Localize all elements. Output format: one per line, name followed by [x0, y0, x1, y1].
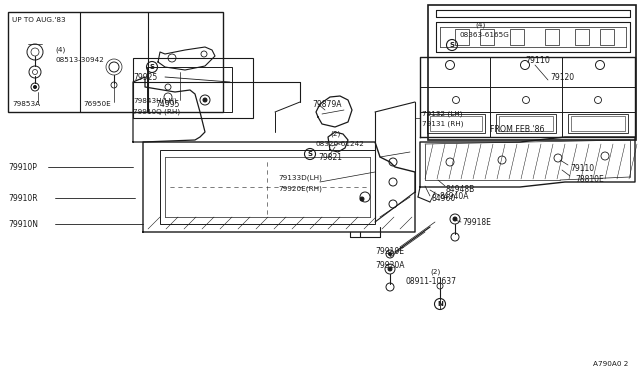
Circle shape [203, 98, 207, 102]
Text: 84948B: 84948B [445, 185, 474, 193]
Text: UP TO AUG.'83: UP TO AUG.'83 [12, 17, 66, 23]
Bar [427, 114, 485, 133]
Text: 79920A: 79920A [375, 260, 404, 269]
Text: 79910R: 79910R [8, 193, 38, 202]
Text: 79910P: 79910P [8, 163, 37, 171]
Text: A790A0 2: A790A0 2 [593, 361, 628, 367]
Text: 76950E: 76950E [83, 101, 111, 107]
Text: 74995: 74995 [155, 99, 179, 109]
Bar [568, 114, 628, 133]
Text: 79910N: 79910N [8, 219, 38, 228]
Text: 79132 (LH): 79132 (LH) [422, 111, 463, 117]
Text: 79120: 79120 [550, 73, 574, 81]
Circle shape [388, 267, 392, 271]
Text: 08513-30942: 08513-30942 [55, 57, 104, 63]
Circle shape [388, 253, 392, 256]
Text: 78810E: 78810E [575, 174, 604, 183]
Text: (4): (4) [55, 47, 65, 53]
Text: 79110: 79110 [525, 55, 550, 64]
Text: 79843H(LH): 79843H(LH) [133, 98, 177, 104]
Text: 79920E(RH): 79920E(RH) [278, 186, 322, 192]
Bar [600, 29, 614, 45]
Bar [499, 116, 553, 131]
Text: 79918E: 79918E [462, 218, 491, 227]
Text: 08363-6165G: 08363-6165G [460, 32, 510, 38]
Circle shape [360, 197, 364, 201]
Text: 79131 (RH): 79131 (RH) [422, 121, 463, 127]
Text: FROM FEB.'86: FROM FEB.'86 [490, 125, 545, 134]
Text: 79925: 79925 [133, 73, 157, 81]
Bar [575, 29, 589, 45]
Circle shape [453, 217, 457, 221]
Bar [545, 29, 559, 45]
Bar [133, 58, 253, 118]
Bar [8, 12, 223, 112]
Bar [160, 150, 375, 224]
Text: (2): (2) [430, 269, 440, 275]
Text: (4): (4) [475, 22, 485, 28]
Bar [571, 116, 625, 131]
Text: S: S [150, 64, 154, 70]
Bar [480, 29, 494, 45]
Text: 08320-61242: 08320-61242 [316, 141, 365, 147]
Text: 79910E: 79910E [375, 247, 404, 256]
Bar [455, 29, 469, 45]
Bar [428, 5, 636, 140]
Text: 79853A: 79853A [12, 101, 40, 107]
Text: S: S [307, 151, 312, 157]
Text: 08911-10637: 08911-10637 [406, 278, 457, 286]
Text: (2): (2) [330, 131, 340, 137]
Text: 79910Q (RH): 79910Q (RH) [133, 109, 180, 115]
Text: 84960: 84960 [432, 193, 456, 202]
Text: 79821: 79821 [318, 153, 342, 161]
Bar [430, 116, 482, 131]
Bar [147, 67, 232, 112]
Text: 84940A: 84940A [440, 192, 470, 201]
Text: 79110: 79110 [570, 164, 594, 173]
Text: N: N [437, 301, 443, 307]
Bar [496, 114, 556, 133]
Text: S: S [449, 42, 454, 48]
Text: 79133D(LH): 79133D(LH) [278, 175, 322, 181]
Bar [510, 29, 524, 45]
Circle shape [33, 86, 36, 89]
Text: 79879A: 79879A [312, 99, 342, 109]
